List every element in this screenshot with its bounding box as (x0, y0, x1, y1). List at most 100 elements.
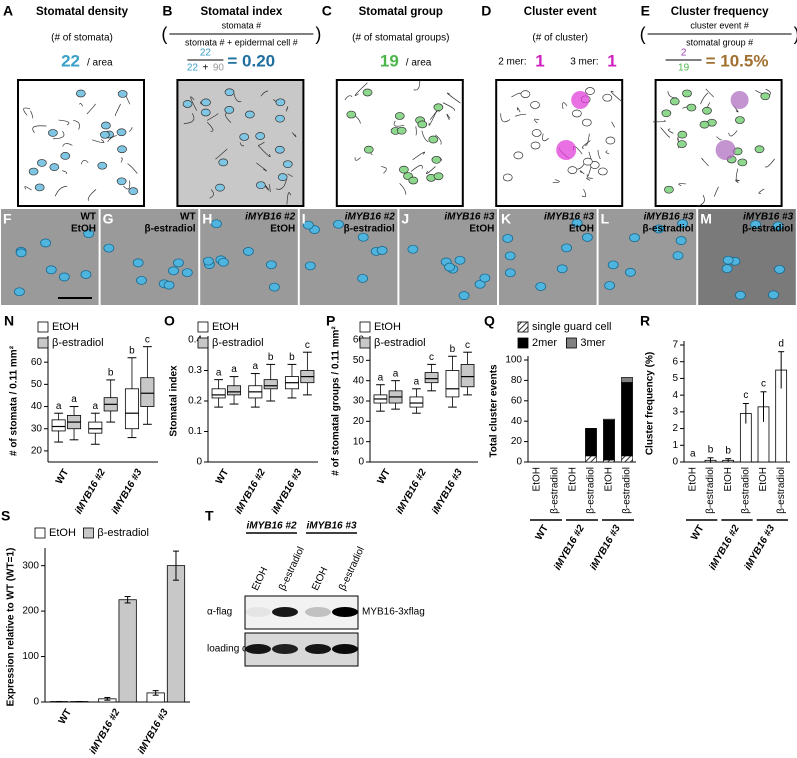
significance-letter: b (108, 368, 114, 379)
cell-wall (257, 145, 271, 157)
cell-wall (701, 158, 709, 167)
blot-row-label: loading control (207, 644, 272, 655)
stoma-image (607, 260, 619, 270)
stoma-image (376, 246, 388, 255)
significance-letter: a (71, 394, 77, 405)
y-tick-label: 2 (672, 423, 678, 434)
stoma-image (504, 268, 516, 278)
x-tick-label: β-estradiol (705, 467, 716, 514)
panel-subtitle: (# of stomata) (51, 33, 113, 44)
stoma-image (458, 291, 470, 300)
significance-letter: a (216, 367, 222, 378)
stoma (244, 110, 255, 119)
panel-title: Stomatal group (359, 6, 443, 18)
cell-wall (415, 126, 417, 136)
stoma (702, 106, 712, 115)
group-label: iMYB16 #2 (73, 467, 108, 516)
stoma (394, 112, 405, 120)
legend-swatch (197, 337, 209, 349)
lane-label: EtOH (250, 566, 270, 593)
cell-wall (442, 102, 455, 111)
y-tick-label: 30 (31, 423, 43, 434)
treatment-label: EtOH (469, 224, 494, 235)
significance-letter: a (93, 401, 99, 412)
y-tick-label: 0 (196, 457, 202, 468)
group-label: iMYB16 #2 (88, 707, 123, 756)
stoma (677, 140, 687, 148)
cell-wall (413, 80, 421, 91)
y-tick-label: 40 (31, 401, 43, 412)
legend-label: EtOH (52, 321, 79, 333)
stoma-image (604, 281, 616, 290)
stoma (399, 165, 409, 174)
x-tick-label: β-estradiol (550, 467, 561, 514)
cell-wall (393, 120, 405, 127)
box (409, 396, 424, 408)
stoma-image (474, 279, 486, 289)
cell-wall (581, 188, 587, 198)
value-denominator: 90 (213, 63, 225, 74)
significance-letter: d (778, 338, 784, 349)
panel-letter: N (4, 313, 14, 329)
cell-wall (354, 82, 368, 96)
stoma (605, 136, 616, 145)
blot-line-label: iMYB16 #2 (246, 521, 296, 532)
stoma-image (677, 219, 688, 228)
cell-wall (552, 179, 560, 183)
cell-wall (584, 133, 590, 146)
denominator: stomatal group # (686, 37, 753, 47)
cell-wall (268, 183, 271, 193)
significance-letter: c (761, 378, 766, 389)
stoma (502, 173, 513, 182)
group-label: iMYB16 #2 (707, 523, 742, 572)
cell-wall (381, 166, 387, 174)
stoma-image (58, 272, 70, 282)
significance-letter: a (378, 372, 384, 383)
y-tick-label: 20 (511, 436, 523, 447)
group-label: WT (689, 523, 706, 542)
treatment-label: EtOH (71, 224, 96, 235)
bar-segment (621, 377, 633, 383)
stoma (363, 145, 374, 154)
y-tick-label: 5 (672, 373, 678, 384)
significance-letter: c (743, 390, 748, 401)
significance-letter: c (429, 352, 434, 363)
blot-line-label: iMYB16 #3 (306, 521, 356, 532)
cell-wall (80, 159, 89, 165)
y-tick-label: 80 (511, 375, 523, 386)
value-denominator: + (202, 63, 208, 74)
stoma (699, 120, 710, 129)
significance-letter: b (129, 345, 135, 356)
bar-segment (621, 455, 633, 463)
stoma (116, 177, 127, 186)
y-tick-label: 0 (516, 457, 522, 468)
stoma-image (173, 258, 184, 268)
stoma (37, 159, 47, 167)
stoma (255, 132, 266, 140)
paren: ) (315, 24, 321, 44)
stoma-image (14, 287, 25, 297)
cell-wall (24, 186, 32, 191)
box (124, 388, 139, 430)
blot-band (245, 607, 271, 617)
panel-letter: M (700, 211, 712, 227)
stoma-image (80, 270, 92, 279)
paren: ( (161, 24, 167, 44)
cell-wall (611, 121, 615, 128)
cell-wall (23, 107, 31, 116)
line-label: iMYB16 #3 (743, 212, 793, 223)
legend-swatch (34, 527, 46, 539)
panel-letter: L (601, 211, 610, 227)
panel-letter: R (640, 313, 650, 329)
y-axis-label: Expression relative to WT (WT=1) (6, 548, 17, 707)
stoma (589, 161, 600, 169)
y-tick-label: 30 (353, 396, 365, 407)
y-tick-label: 20 (31, 446, 43, 457)
stoma-image (722, 255, 734, 265)
significance-letter: c (305, 340, 310, 351)
legend-swatch (566, 337, 577, 349)
stoma (686, 103, 697, 112)
stoma-image (269, 282, 280, 292)
cell-wall (123, 180, 131, 190)
y-tick-label: 0.3 (188, 365, 202, 376)
